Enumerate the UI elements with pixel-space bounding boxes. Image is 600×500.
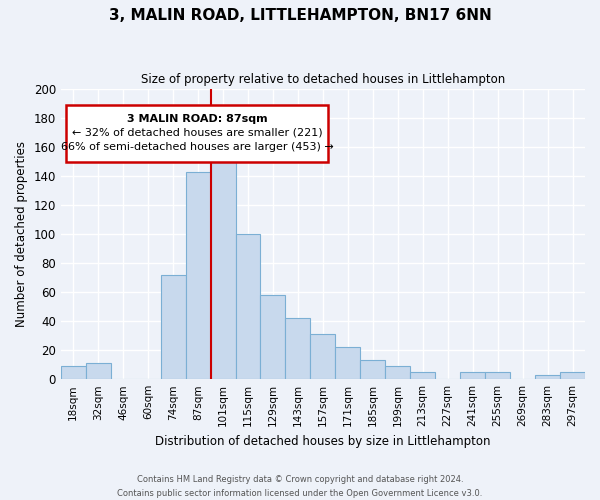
Y-axis label: Number of detached properties: Number of detached properties [15,142,28,328]
Bar [61,366,86,379]
Text: 3, MALIN ROAD, LITTLEHAMPTON, BN17 6NN: 3, MALIN ROAD, LITTLEHAMPTON, BN17 6NN [109,8,491,22]
Bar [385,366,410,379]
Bar [310,334,335,379]
X-axis label: Distribution of detached houses by size in Littlehampton: Distribution of detached houses by size … [155,434,491,448]
Bar [560,372,585,379]
Text: ← 32% of detached houses are smaller (221)
66% of semi-detached houses are large: ← 32% of detached houses are smaller (22… [61,128,334,152]
FancyBboxPatch shape [66,106,328,162]
Bar [460,372,485,379]
Bar [86,363,111,379]
Bar [410,372,435,379]
Bar [185,172,211,379]
Bar [260,295,286,379]
Bar [485,372,510,379]
Text: Contains HM Land Registry data © Crown copyright and database right 2024.
Contai: Contains HM Land Registry data © Crown c… [118,476,482,498]
Bar [535,375,560,379]
Bar [286,318,310,379]
Text: 3 MALIN ROAD: 87sqm: 3 MALIN ROAD: 87sqm [127,114,268,124]
Title: Size of property relative to detached houses in Littlehampton: Size of property relative to detached ho… [141,72,505,86]
Bar [211,136,236,379]
Bar [236,234,260,379]
Bar [335,348,361,379]
Bar [361,360,385,379]
Bar [161,275,185,379]
